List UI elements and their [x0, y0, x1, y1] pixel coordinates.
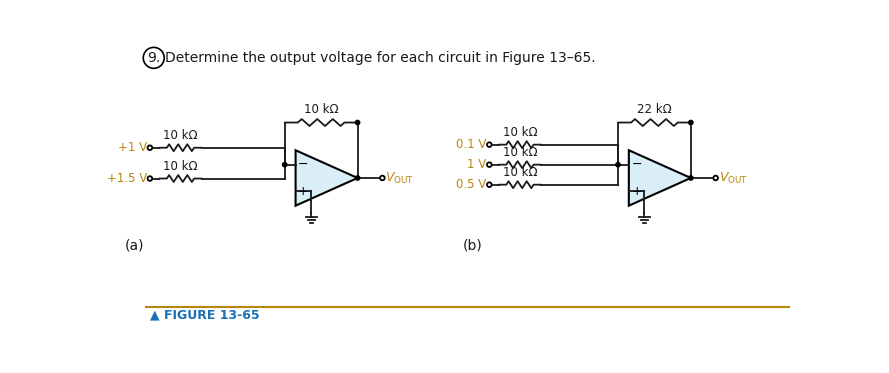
Circle shape — [148, 176, 152, 181]
Circle shape — [689, 176, 693, 180]
Text: (b): (b) — [463, 239, 483, 253]
Text: (a): (a) — [125, 239, 145, 253]
Text: 10 kΩ: 10 kΩ — [164, 129, 197, 142]
Text: −: − — [298, 158, 308, 171]
Text: 1 V: 1 V — [467, 158, 486, 171]
Text: 9.: 9. — [147, 51, 160, 65]
Circle shape — [148, 145, 152, 150]
Circle shape — [356, 120, 360, 125]
Text: 0.1 V: 0.1 V — [456, 138, 486, 151]
Text: +1.5 V: +1.5 V — [107, 172, 147, 185]
Text: +: + — [631, 185, 642, 198]
Circle shape — [616, 163, 621, 167]
Circle shape — [283, 163, 287, 167]
Text: 0.5 V: 0.5 V — [456, 178, 486, 191]
Polygon shape — [629, 150, 691, 206]
Text: $V_{\mathrm{OUT}}$: $V_{\mathrm{OUT}}$ — [386, 170, 414, 185]
Text: +: + — [298, 185, 308, 198]
Circle shape — [487, 182, 492, 187]
Text: 10 kΩ: 10 kΩ — [502, 146, 537, 159]
Text: Determine the output voltage for each circuit in Figure 13–65.: Determine the output voltage for each ci… — [165, 51, 596, 65]
Polygon shape — [295, 150, 357, 206]
Circle shape — [487, 142, 492, 147]
Text: 10 kΩ: 10 kΩ — [304, 103, 339, 116]
Text: 22 kΩ: 22 kΩ — [637, 103, 672, 116]
Text: 10 kΩ: 10 kΩ — [164, 160, 197, 173]
Text: ▲ FIGURE 13-65: ▲ FIGURE 13-65 — [150, 309, 260, 322]
Text: $V_{\mathrm{OUT}}$: $V_{\mathrm{OUT}}$ — [718, 170, 748, 185]
Text: +1 V: +1 V — [117, 141, 147, 154]
Text: 10 kΩ: 10 kΩ — [502, 166, 537, 179]
Circle shape — [689, 120, 693, 125]
Circle shape — [380, 176, 385, 180]
Text: −: − — [631, 158, 642, 171]
Text: 10 kΩ: 10 kΩ — [502, 126, 537, 139]
Circle shape — [487, 162, 492, 167]
Circle shape — [713, 176, 718, 180]
Circle shape — [356, 176, 360, 180]
